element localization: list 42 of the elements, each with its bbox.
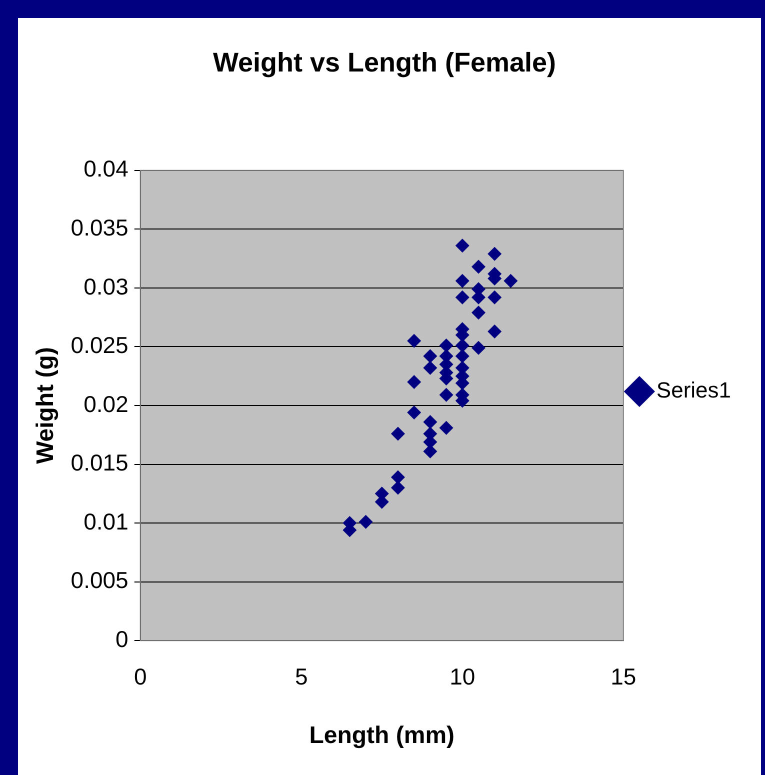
y-tick-label: 0.03 bbox=[84, 273, 128, 300]
y-axis-title: Weight (g) bbox=[32, 347, 60, 464]
point bbox=[439, 388, 454, 402]
y-tick-label: 0.035 bbox=[70, 214, 128, 241]
point bbox=[504, 274, 518, 288]
point bbox=[407, 406, 422, 420]
y-tick-label: 0.04 bbox=[84, 156, 129, 182]
point bbox=[423, 414, 438, 429]
point bbox=[455, 338, 470, 353]
x-tick-label: 0 bbox=[134, 664, 147, 690]
point bbox=[390, 470, 405, 484]
x-tick-label: 5 bbox=[294, 664, 308, 690]
point bbox=[488, 246, 502, 261]
x-tick-label: 15 bbox=[610, 664, 636, 690]
point bbox=[439, 338, 454, 353]
point bbox=[471, 260, 486, 274]
y-tick-label: 0.025 bbox=[70, 332, 128, 358]
point bbox=[455, 274, 470, 288]
point bbox=[439, 420, 454, 435]
point bbox=[471, 340, 486, 355]
y-tick-label: 0.02 bbox=[84, 390, 128, 417]
point bbox=[488, 290, 502, 304]
point bbox=[390, 426, 405, 441]
point bbox=[455, 238, 470, 253]
y-tick-label: 0 bbox=[116, 626, 128, 652]
x-tick-label: 10 bbox=[450, 664, 476, 690]
point bbox=[471, 306, 486, 320]
y-tick-label: 0.005 bbox=[70, 567, 128, 594]
point bbox=[423, 349, 438, 364]
chart-title: Weight vs Length (Female) bbox=[212, 48, 556, 78]
point bbox=[358, 514, 373, 529]
point bbox=[407, 374, 422, 389]
y-tick-label: 0.015 bbox=[70, 450, 128, 476]
point bbox=[390, 480, 405, 495]
y-tick-label: 0.01 bbox=[84, 508, 128, 534]
point bbox=[407, 334, 422, 348]
point bbox=[423, 360, 438, 375]
point bbox=[455, 290, 470, 304]
legend-label: Series1 bbox=[656, 378, 731, 403]
point bbox=[488, 324, 502, 338]
x-axis-title: Length (mm) bbox=[309, 722, 455, 750]
point bbox=[455, 349, 470, 364]
